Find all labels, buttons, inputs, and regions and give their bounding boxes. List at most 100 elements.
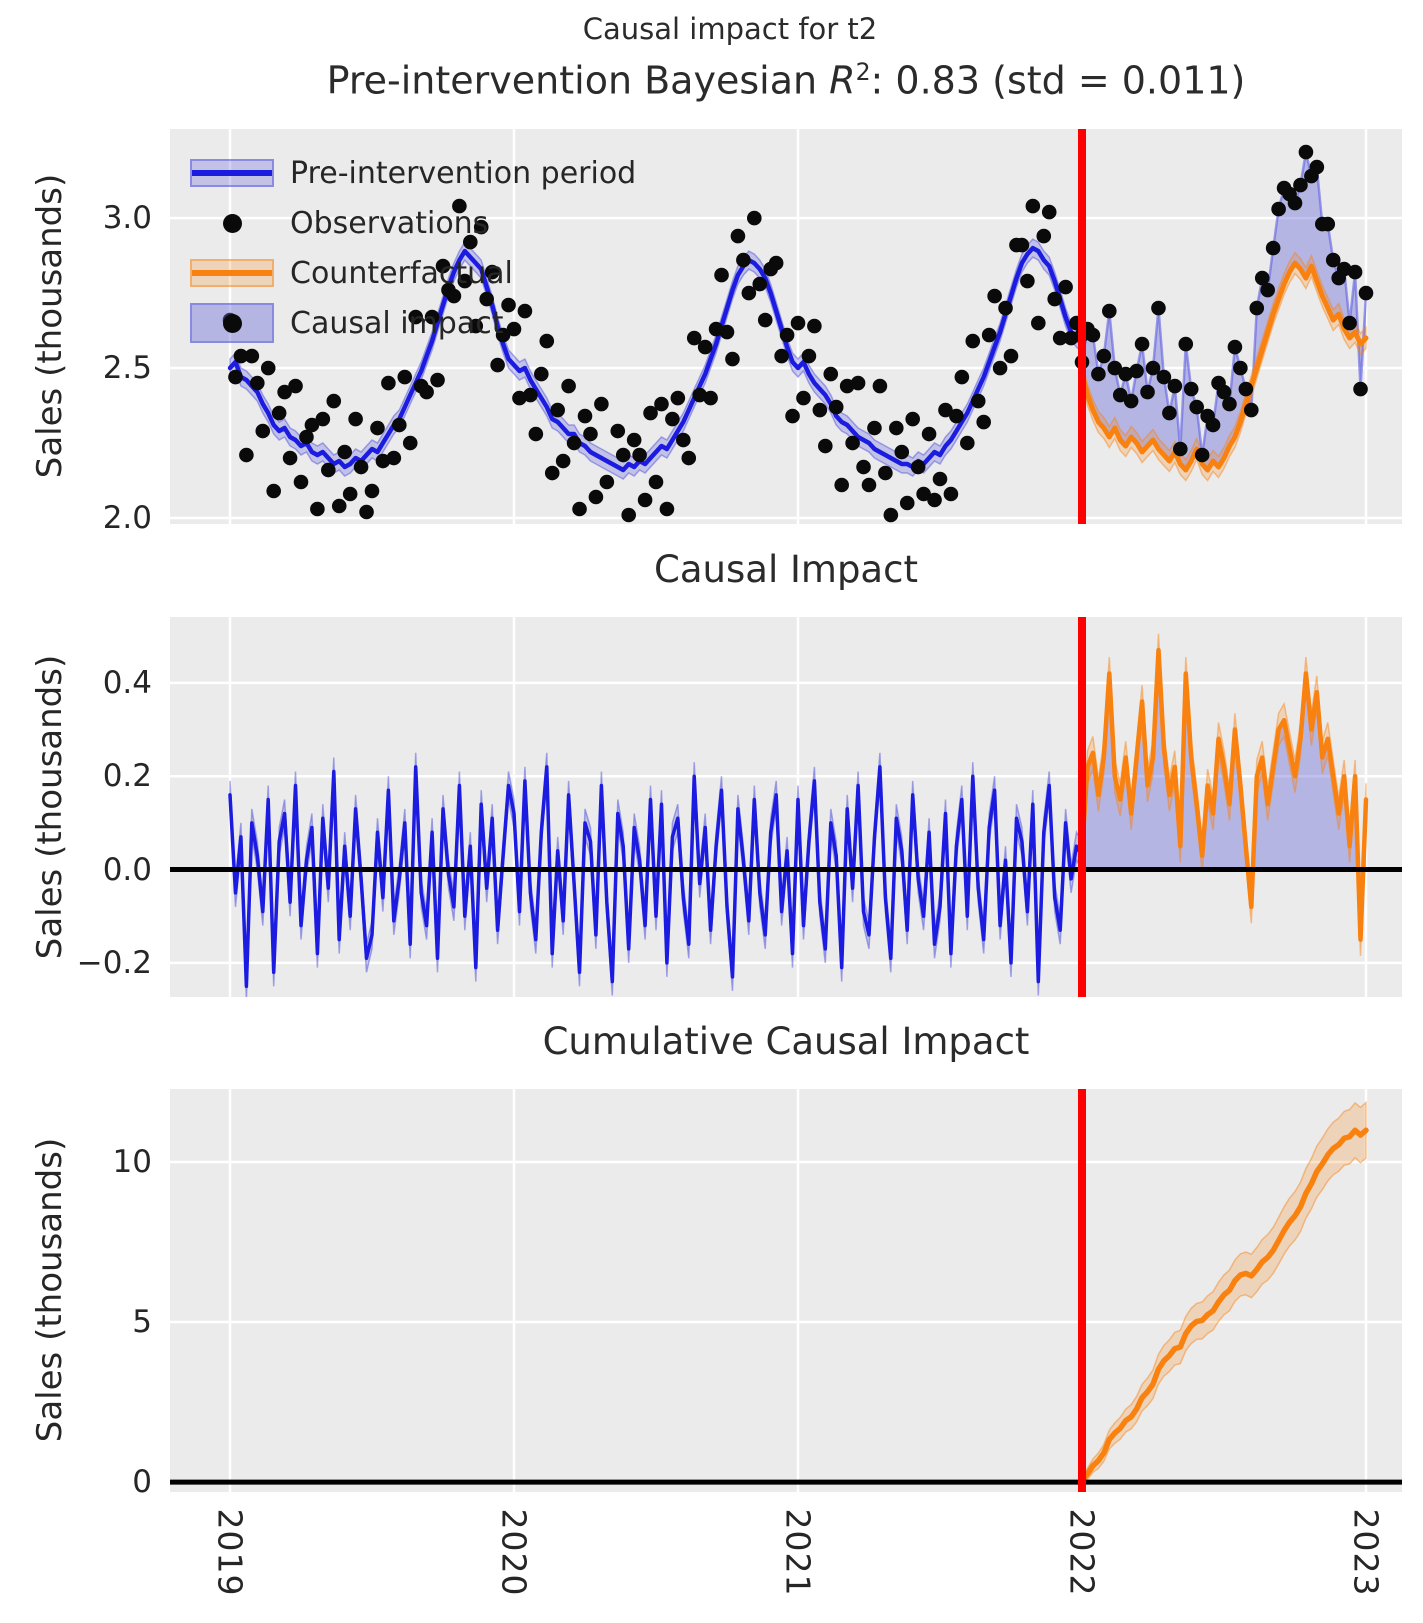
- observation-dot: [1358, 285, 1374, 301]
- r-squared-exponent: 2: [855, 58, 871, 86]
- observation-dot: [1342, 315, 1357, 331]
- observation-dot: [1298, 144, 1314, 160]
- pre-impact-line: [228, 765, 1084, 989]
- y-tick-label: 2.5: [102, 350, 152, 387]
- observation-dot: [228, 369, 243, 385]
- observation-dot: [255, 423, 271, 439]
- observation-dot: [572, 501, 587, 517]
- observation-dot: [310, 501, 325, 517]
- observation-dot: [282, 450, 298, 466]
- observation-dot: [523, 387, 538, 403]
- observation-dot: [468, 318, 484, 334]
- observation-dot: [1118, 366, 1133, 382]
- observation-dot: [828, 399, 844, 415]
- title-prefix: Pre-intervention Bayesian: [326, 58, 830, 103]
- observation-dot: [566, 435, 582, 451]
- observation-dot: [539, 333, 555, 349]
- observation-dot: [725, 351, 740, 367]
- observation-dot: [1031, 315, 1046, 331]
- observation-dot: [457, 273, 473, 289]
- observation-dot: [577, 408, 593, 424]
- pre-intervention-line-swatch: [192, 170, 272, 176]
- observation-dot: [752, 276, 768, 292]
- observation-dot: [818, 438, 833, 454]
- observation-dot: [768, 255, 784, 271]
- observation-dot: [834, 477, 849, 493]
- observation-dot: [654, 396, 669, 412]
- x-tick-label: 2022: [1062, 1508, 1102, 1596]
- observation-dot: [910, 459, 926, 475]
- observation-dot: [954, 369, 970, 385]
- pre-intervention-mean-line: [227, 245, 1085, 473]
- observation-dot: [703, 390, 718, 406]
- observation-dot: [512, 390, 527, 406]
- observation-dot: [408, 309, 423, 325]
- observation-dot: [1347, 264, 1363, 280]
- observation-dot: [463, 234, 478, 250]
- observation-dot: [949, 408, 964, 424]
- observation-dot: [1167, 378, 1183, 394]
- observation-dot: [1151, 300, 1166, 316]
- observation-dot: [446, 288, 462, 304]
- observation-dot: [484, 264, 500, 280]
- panel1-title: Pre-intervention Bayesian R2: 0.83 (std …: [327, 58, 1246, 103]
- observation-dot: [965, 333, 981, 349]
- observation-dot: [397, 369, 413, 385]
- observation-dot: [517, 303, 533, 319]
- observation-dot: [1205, 417, 1221, 433]
- observation-dot: [1020, 273, 1035, 289]
- observation-dot: [506, 321, 522, 337]
- observation-dot: [697, 339, 713, 355]
- observation-dot: [1233, 360, 1248, 376]
- observation-dot: [943, 486, 959, 502]
- legend-label: Observations: [290, 205, 489, 241]
- observations-dot-icon: [222, 213, 242, 233]
- observation-dot: [364, 483, 380, 499]
- observation-dot: [375, 453, 391, 469]
- observation-dot: [850, 375, 866, 391]
- observation-dot: [747, 210, 762, 226]
- observation-dot: [1107, 360, 1123, 376]
- observation-dot: [889, 420, 904, 436]
- observation-dot: [381, 375, 396, 391]
- observation-dot: [452, 198, 467, 214]
- observation-dot: [359, 504, 374, 520]
- observation-dot: [932, 471, 948, 487]
- observation-dot: [1265, 240, 1281, 256]
- sales-panel-chart: [170, 129, 1402, 524]
- observation-dot: [342, 486, 358, 502]
- observation-dot: [534, 366, 549, 382]
- y-tick-label: 0.2: [102, 758, 152, 795]
- observation-dot: [1238, 381, 1254, 397]
- observation-dot: [796, 390, 811, 406]
- observation-dot: [266, 483, 281, 499]
- observation-dot: [1194, 447, 1210, 463]
- observation-dot: [1189, 399, 1204, 415]
- observation-dot: [1320, 216, 1336, 232]
- observation-dot: [1085, 327, 1101, 343]
- observation-dot: [1134, 336, 1150, 352]
- observation-dot: [594, 396, 609, 412]
- counterfactual-line: [1079, 260, 1369, 473]
- observation-dot: [1014, 237, 1030, 253]
- y-tick-label: 2.0: [102, 500, 152, 536]
- y-tick-label: 5: [132, 1304, 152, 1341]
- r-squared-symbol: R: [829, 58, 856, 103]
- observation-dot: [970, 393, 986, 409]
- observation-dot: [1036, 228, 1052, 244]
- observation-dot: [528, 426, 544, 442]
- panel3-title: Cumulative Causal Impact: [542, 1020, 1030, 1063]
- observation-dot: [402, 435, 418, 451]
- observation-dot: [1156, 369, 1172, 385]
- observation-dot: [938, 402, 953, 418]
- observation-dot: [239, 447, 254, 463]
- legend-label: Counterfactual: [290, 255, 513, 291]
- observation-dot: [550, 402, 565, 418]
- observation-dot: [326, 393, 342, 409]
- legend-item-pre-intervention: Pre-intervention period: [190, 148, 636, 198]
- observation-dot: [785, 408, 800, 424]
- y-tick-label: −0.2: [76, 944, 152, 981]
- y-tick-label: 0.0: [102, 851, 152, 888]
- observation-dot: [321, 462, 336, 478]
